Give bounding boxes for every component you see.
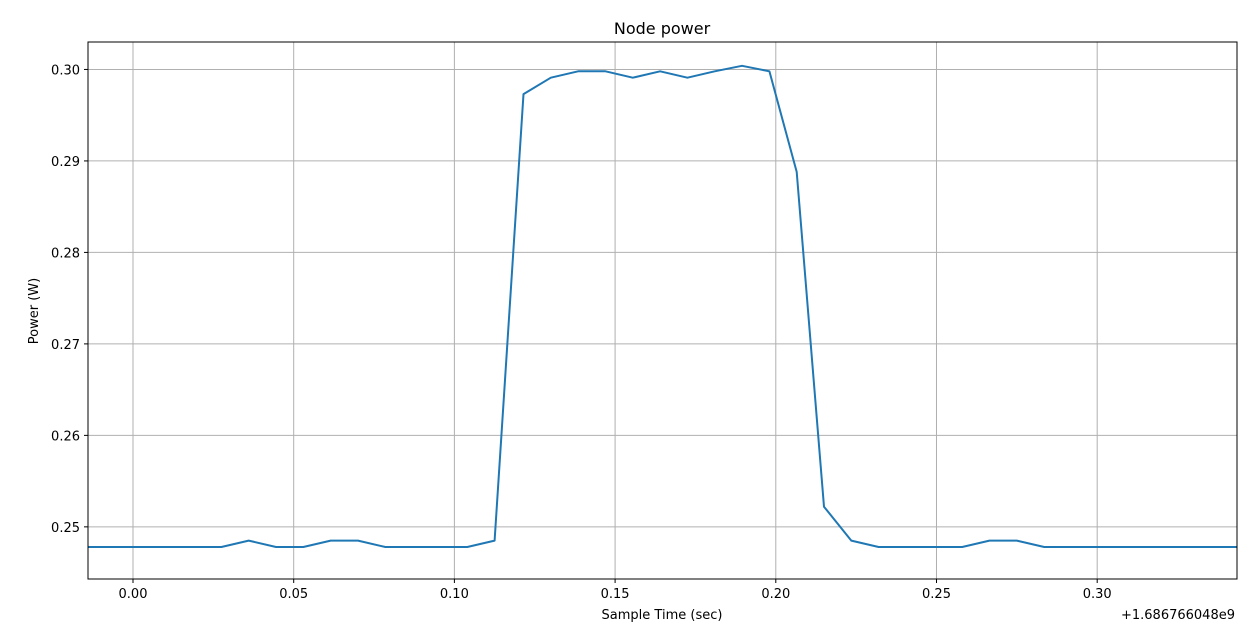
series-layer bbox=[88, 64, 1237, 548]
y-tick-label: 0.29 bbox=[51, 155, 80, 170]
x-tick-label: 0.25 bbox=[922, 587, 951, 602]
series-line bbox=[88, 64, 1237, 548]
x-tick-label: 0.05 bbox=[279, 587, 308, 602]
y-tick-label: 0.26 bbox=[51, 429, 80, 444]
x-tick-label: 0.20 bbox=[761, 587, 790, 602]
grid-layer bbox=[88, 42, 1237, 579]
plot-frame bbox=[87, 41, 1238, 580]
x-tick-label: 0.00 bbox=[119, 587, 148, 602]
x-tick-label: 0.15 bbox=[601, 587, 630, 602]
x-offset-label: +1.686766048e9 bbox=[1121, 608, 1235, 623]
chart-title: Node power bbox=[614, 19, 711, 38]
y-tick-label: 0.27 bbox=[51, 338, 80, 353]
y-tick-label: 0.30 bbox=[51, 63, 80, 78]
x-axis-title: Sample Time (sec) bbox=[602, 608, 723, 623]
tick-layer: 0.00 0.05 0.10 0.15 0.20 0.25 0.30 0.25 0.26 0.27… bbox=[51, 63, 1112, 602]
y-tick-label: 0.28 bbox=[51, 246, 80, 261]
x-tick-label: 0.10 bbox=[440, 587, 469, 602]
y-axis-title: Power (W) bbox=[27, 278, 42, 344]
y-tick-label: 0.25 bbox=[51, 521, 80, 536]
x-tick-label: 0.30 bbox=[1083, 587, 1112, 602]
